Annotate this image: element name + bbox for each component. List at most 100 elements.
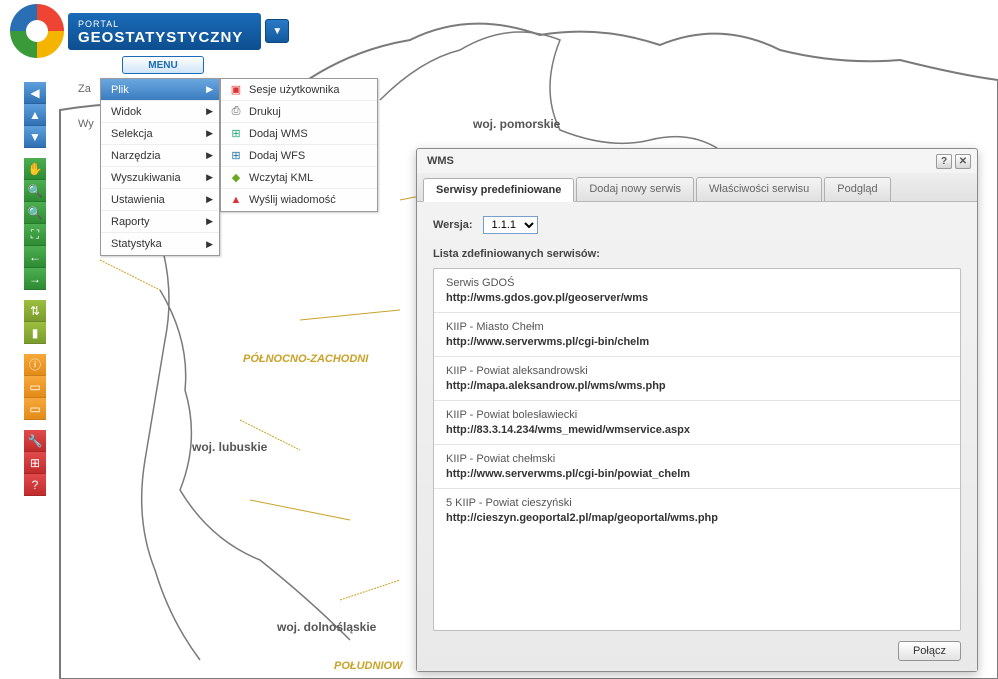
service-item[interactable]: KIIP - Powiat bolesławiecki http://83.3.1… (434, 401, 960, 445)
service-name: KIIP - Miasto Chełm (446, 321, 948, 333)
dialog-tabs: Serwisy predefiniowaneDodaj nowy serwisW… (417, 173, 977, 202)
chevron-right-icon: ▶ (206, 84, 213, 95)
file-submenu: ▣Sesje użytkownika⎙Drukuj⊞Dodaj WMS⊞Doda… (220, 78, 378, 212)
dialog-tab[interactable]: Dodaj nowy serwis (576, 177, 694, 201)
submenu-item-label: Dodaj WMS (249, 128, 308, 140)
version-label: Wersja: (433, 219, 473, 231)
service-item[interactable]: Serwis GDOŚhttp://wms.gdos.gov.pl/geoser… (434, 269, 960, 313)
menu-item-selekcja[interactable]: Selekcja▶ (101, 123, 219, 145)
dialog-title-text: WMS (427, 155, 454, 167)
service-url: http://cieszyn.geoportal2.pl/map/geoport… (446, 512, 948, 524)
menu-item-ustawienia[interactable]: Ustawienia ▶ (101, 189, 219, 211)
service-url: http://www.serverwms.pl/cgi-bin/chelm (446, 336, 948, 348)
submenu-item-label: Wyślij wiadomość (249, 194, 336, 206)
stub-za: Za (78, 83, 91, 95)
pan-icon[interactable]: ✋ (24, 158, 46, 180)
menu-item-wyszukiwania[interactable]: Wyszukiwania ▶ (101, 167, 219, 189)
session-icon: ▣ (229, 83, 243, 97)
menu-item-label: Ustawienia (111, 194, 165, 206)
region-label-sw: POŁUDNIOW (334, 660, 402, 672)
tools-icon[interactable]: 🔧 (24, 430, 46, 452)
service-item[interactable]: KIIP - Miasto Chełm http://www.serverwms.… (434, 313, 960, 357)
service-name: 5 KIIP - Powiat cieszyński (446, 497, 948, 509)
service-url: http://wms.gdos.gov.pl/geoserver/wms (446, 292, 948, 304)
dialog-titlebar[interactable]: WMS ? ✕ (417, 149, 977, 173)
submenu-item-label: Drukuj (249, 106, 281, 118)
service-name: KIIP - Powiat aleksandrowski (446, 365, 948, 377)
submenu-item[interactable]: ◆Wczytaj KML (221, 167, 377, 189)
menu-item-label: Narzędzia (111, 150, 161, 162)
next-extent-icon[interactable]: → (24, 268, 46, 290)
info-icon[interactable]: ⓘ (24, 354, 46, 376)
kml-icon: ◆ (229, 171, 243, 185)
menu-item-statystyka[interactable]: Statystyka▶ (101, 233, 219, 255)
zoom-out-icon[interactable]: 🔍 (24, 202, 46, 224)
left-toolbar: ◀▲▼ ✋🔍🔍⛶←→ ⇅▮ ⓘ▭▭ 🔧⊞? (24, 82, 46, 496)
chevron-right-icon: ▶ (206, 239, 213, 250)
layers-icon[interactable]: ▭ (24, 376, 46, 398)
header-dropdown-icon[interactable]: ▼ (265, 19, 289, 43)
version-select[interactable]: 1.1.1 (483, 216, 538, 234)
up-icon[interactable]: ▲ (24, 104, 46, 126)
chevron-right-icon: ▶ (206, 172, 213, 183)
warn-icon: ▲ (229, 193, 243, 207)
region-label-nw: PÓŁNOCNO-ZACHODNI (243, 353, 368, 365)
service-name: KIIP - Powiat chełmski (446, 453, 948, 465)
print-icon: ⎙ (229, 105, 243, 119)
chevron-right-icon: ▶ (206, 194, 213, 205)
flag-icon[interactable]: ⊞ (24, 452, 46, 474)
chevron-right-icon: ▶ (206, 106, 213, 117)
menu-item-label: Selekcja (111, 128, 153, 140)
prev-extent-icon[interactable]: ← (24, 246, 46, 268)
zoom-in-icon[interactable]: 🔍 (24, 180, 46, 202)
full-extent-icon[interactable]: ⛶ (24, 224, 46, 246)
chart-icon[interactable]: ▮ (24, 322, 46, 344)
map-label-pomorskie: woj. pomorskie (473, 117, 560, 131)
chevron-right-icon: ▶ (206, 216, 213, 227)
dialog-tab[interactable]: Serwisy predefiniowane (423, 178, 574, 202)
dialog-close-button[interactable]: ✕ (955, 154, 971, 169)
service-url: http://mapa.aleksandrow.pl/wms/wms.php (446, 380, 948, 392)
down-icon[interactable]: ▼ (24, 126, 46, 148)
submenu-item[interactable]: ⊞Dodaj WMS (221, 123, 377, 145)
print-icon[interactable]: ▭ (24, 398, 46, 420)
wfs-icon: ⊞ (229, 149, 243, 163)
map-label-lubuskie: woj. lubuskie (192, 440, 267, 454)
submenu-item-label: Sesje użytkownika (249, 84, 340, 96)
submenu-item[interactable]: ▲ Wyślij wiadomość (221, 189, 377, 211)
dialog-tab[interactable]: Właściwości serwisu (696, 177, 822, 201)
help-icon[interactable]: ? (24, 474, 46, 496)
service-url: http://83.3.14.234/wms_mewid/wmservice.a… (446, 424, 948, 436)
menu-item-label: Wyszukiwania (111, 172, 181, 184)
menu-button[interactable]: MENU (122, 56, 204, 74)
submenu-item[interactable]: ⊞ Dodaj WFS (221, 145, 377, 167)
logo-icon (10, 4, 64, 58)
menu-item-plik[interactable]: Plik ▶ (101, 79, 219, 101)
menu-item-narzędzia[interactable]: Narzędzia ▶ (101, 145, 219, 167)
services-list-label: Lista zdefiniowanych serwisów: (433, 248, 961, 260)
menu-item-label: Plik (111, 84, 129, 96)
portal-small: PORTAL (78, 19, 243, 29)
menu-item-widok[interactable]: Widok ▶ (101, 101, 219, 123)
menu-item-label: Widok (111, 106, 142, 118)
dialog-help-button[interactable]: ? (936, 154, 952, 169)
menu-item-raporty[interactable]: Raporty ▶ (101, 211, 219, 233)
submenu-item-label: Dodaj WFS (249, 150, 305, 162)
connect-button[interactable]: Połącz (898, 641, 961, 661)
dialog-tab[interactable]: Podgląd (824, 177, 890, 201)
submenu-item[interactable]: ▣ Sesje użytkownika (221, 79, 377, 101)
menu-item-label: Raporty (111, 216, 150, 228)
service-name: KIIP - Powiat bolesławiecki (446, 409, 948, 421)
main-menu: Plik▶Widok▶Selekcja▶Narzędzia▶Wyszukiwan… (100, 78, 220, 256)
service-item[interactable]: 5 KIIP - Powiat cieszyński http://cieszyn… (434, 489, 960, 532)
services-list[interactable]: Serwis GDOŚhttp://wms.gdos.gov.pl/geoser… (433, 268, 961, 631)
stats-icon[interactable]: ⇅ (24, 300, 46, 322)
service-item[interactable]: KIIP - Powiat aleksandrowski http://mapa.… (434, 357, 960, 401)
map-label-dolnoslaskie: woj. dolnośląskie (277, 620, 376, 634)
collapse-left-icon[interactable]: ◀ (24, 82, 46, 104)
header-bar: PORTAL GEOSTATYSTYCZNY ▼ (10, 4, 289, 58)
submenu-item[interactable]: ⎙ Drukuj (221, 101, 377, 123)
service-item[interactable]: KIIP - Powiat chełmskihttp://www.serverw… (434, 445, 960, 489)
chevron-right-icon: ▶ (206, 150, 213, 161)
portal-title: PORTAL GEOSTATYSTYCZNY (68, 13, 261, 50)
